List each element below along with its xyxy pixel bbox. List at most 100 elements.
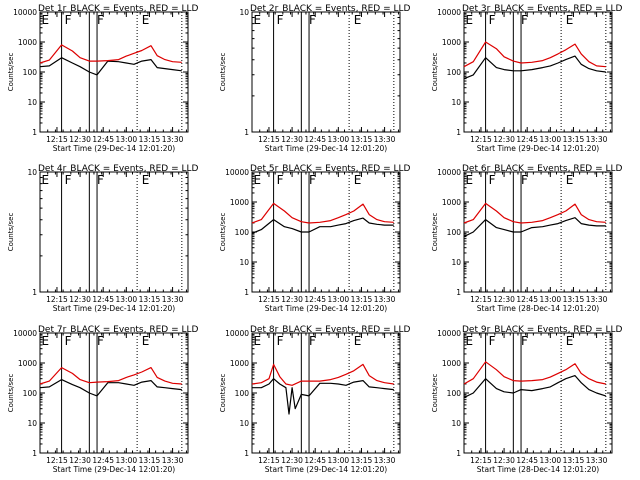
x-tick-label: 13:30 [374, 456, 396, 465]
flag-label: E [42, 173, 50, 187]
flag-label: E [566, 13, 574, 27]
y-tick-label: 10000 [13, 329, 37, 338]
panel-6: Det 6r BLACK = Events, RED = LLD 1 10 100 100… [431, 164, 622, 313]
y-tick-label: 100 [235, 228, 250, 237]
panel-1: Det 1r BLACK = Events, RED = LLD 1 10 100 100… [7, 4, 198, 153]
flag-label: E [466, 334, 474, 348]
panel-title: Det 6r BLACK = Events, RED = LLD [462, 164, 622, 174]
panel-title-detector: Det 2r [250, 4, 279, 14]
x-tick-label: 12:15 [258, 135, 280, 144]
flag-label: F [309, 173, 316, 187]
y-tick-label: 100 [447, 228, 462, 237]
flag-label: F [489, 173, 496, 187]
x-tick-label: 13:30 [162, 295, 184, 304]
flag-label: E [566, 334, 574, 348]
plot-frame [463, 11, 613, 133]
panel-title-detector: Det 4r [38, 164, 67, 174]
y-tick-label: 10 [239, 258, 249, 267]
flag-label: F [97, 173, 104, 187]
y-tick-label: 1 [456, 288, 461, 297]
series-line-events [39, 57, 182, 76]
x-tick-label: 12:15 [258, 456, 280, 465]
x-tick-label: 12:45 [92, 295, 114, 304]
flag-label: E [142, 334, 150, 348]
y-tick-label: 10 [451, 258, 461, 267]
y-axis-label: Counts/sec [7, 213, 15, 252]
flag-label: F [65, 13, 72, 27]
series-line-events [252, 378, 394, 415]
flag-label: E [42, 13, 50, 27]
series-line-lld [251, 363, 394, 386]
panel-subtitle: BLACK = Events, RED = LLD [494, 325, 622, 335]
x-axis-label: Start Time (29-Dec-14 12:01:20) [477, 144, 599, 153]
panel-8: Det 8r BLACK = Events, RED = LLD 1 10 100 100… [219, 325, 410, 474]
x-tick-label: 13:00 [540, 135, 562, 144]
y-tick-label: 1 [456, 128, 461, 137]
x-tick-label: 12:45 [304, 295, 326, 304]
x-tick-label: 13:00 [540, 456, 562, 465]
flag-label: E [42, 334, 50, 348]
x-tick-label: 12:45 [92, 456, 114, 465]
flag-label: F [65, 334, 72, 348]
plot-frame [251, 171, 401, 293]
flag-label: F [309, 13, 316, 27]
y-tick-label: 10 [27, 168, 37, 177]
x-tick-label: 12:30 [69, 295, 91, 304]
x-tick-label: 13:15 [563, 135, 585, 144]
panel-subtitle: BLACK = Events, RED = LLD [70, 325, 198, 335]
y-tick-label: 1 [244, 449, 249, 458]
flag-label: E [142, 13, 150, 27]
series-line-lld [39, 44, 182, 64]
y-tick-label: 100 [23, 389, 38, 398]
panel-subtitle: BLACK = Events, RED = LLD [282, 164, 410, 174]
x-tick-label: 13:15 [351, 295, 373, 304]
plot-frame [463, 332, 613, 454]
y-tick-label: 100 [447, 389, 462, 398]
flag-label: F [309, 334, 316, 348]
plot-frame [251, 11, 401, 133]
y-tick-label: 10 [451, 419, 461, 428]
x-tick-label: 13:00 [116, 295, 138, 304]
panel-subtitle: BLACK = Events, RED = LLD [494, 4, 622, 14]
flag-label: F [277, 334, 284, 348]
flag-label: E [466, 13, 474, 27]
y-axis-label: Counts/sec [219, 53, 227, 92]
x-tick-label: 12:15 [46, 135, 68, 144]
flag-label: E [354, 334, 362, 348]
y-tick-label: 10 [27, 419, 37, 428]
x-axis-label: Start Time (29-Dec-14 12:01:20) [265, 144, 387, 153]
y-tick-label: 1000 [442, 198, 461, 207]
series-line-lld [463, 361, 606, 385]
x-axis-label: Start Time (29-Dec-14 12:01:20) [265, 465, 387, 474]
x-tick-label: 13:00 [116, 135, 138, 144]
y-axis-label: Counts/sec [7, 374, 15, 413]
x-tick-label: 12:45 [516, 295, 538, 304]
y-tick-label: 10 [27, 98, 37, 107]
x-tick-label: 13:00 [328, 456, 350, 465]
plot-frame [463, 171, 613, 293]
series-line-lld [463, 202, 606, 224]
panel-title-detector: Det 8r [250, 325, 279, 335]
flag-label: E [354, 173, 362, 187]
flag-label: E [254, 13, 262, 27]
y-tick-label: 10 [239, 8, 249, 17]
panel-title-detector: Det 3r [462, 4, 491, 14]
x-tick-label: 13:00 [328, 295, 350, 304]
x-tick-label: 13:30 [162, 456, 184, 465]
x-tick-label: 13:30 [162, 135, 184, 144]
panel-subtitle: BLACK = Events, RED = LLD [282, 4, 410, 14]
x-tick-label: 12:45 [516, 456, 538, 465]
flag-label: E [354, 13, 362, 27]
x-tick-label: 12:30 [281, 135, 303, 144]
x-tick-label: 12:30 [493, 456, 515, 465]
panel-title: Det 9r BLACK = Events, RED = LLD [462, 325, 622, 335]
y-tick-label: 1 [32, 128, 37, 137]
y-tick-label: 1000 [230, 198, 249, 207]
x-axis-label: Start Time (29-Dec-14 12:01:20) [53, 465, 175, 474]
x-tick-label: 13:15 [139, 295, 161, 304]
panel-title: Det 7r BLACK = Events, RED = LLD [38, 325, 198, 335]
plot-frame [39, 11, 189, 133]
panel-title-detector: Det 5r [250, 164, 279, 174]
